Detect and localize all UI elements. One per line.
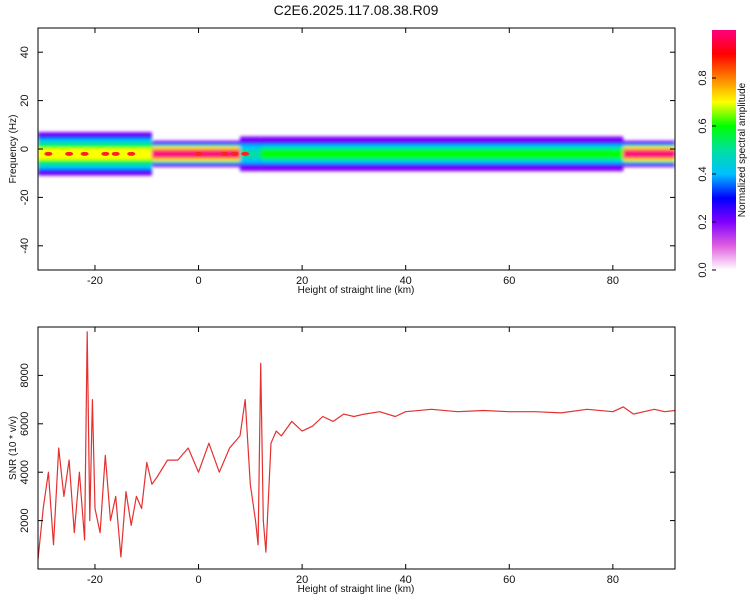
spectrogram-y-tick-label: -20 (19, 189, 31, 205)
snr-y-tick-label: 2000 (19, 508, 31, 532)
band-hot-spot (111, 151, 120, 156)
spectrogram-y-axis-label: Frequency (Hz) (8, 115, 19, 184)
colorbar-tick-label: 0.0 (697, 262, 709, 277)
band-contour (38, 148, 152, 160)
band-hot-spot (220, 151, 229, 156)
spectrogram-plot-frame (37, 27, 676, 271)
snr-x-tick-label: -20 (87, 574, 103, 586)
spectral-band (38, 132, 675, 176)
snr-axis-ticks: -20 0 20 40 60 80 2000 4000 6000 8000 (19, 327, 675, 586)
snr-x-tick-label: 0 (195, 574, 201, 586)
snr-series-line (38, 331, 675, 560)
spectrogram-y-tick-label: -40 (19, 238, 31, 254)
spectrogram-x-tick-label: 60 (503, 275, 515, 287)
spectrogram-x-tick-label: 0 (195, 275, 201, 287)
spectrogram-x-tick-label: 40 (400, 275, 412, 287)
snr-x-tick-label: 80 (607, 574, 619, 586)
spectral-band-body (38, 132, 675, 176)
snr-y-tick-label: 4000 (19, 460, 31, 484)
snr-line-layer (38, 331, 675, 560)
spectrogram-y-tick-label: 20 (19, 94, 31, 106)
band-hot-spot (101, 151, 110, 156)
colorbar-tick-label: 0.2 (697, 214, 709, 229)
spectrogram-y-tick-label: 40 (19, 46, 31, 58)
band-contour (260, 149, 624, 159)
snr-plot-frame (37, 326, 676, 570)
colorbar-label: Normalized spectral amplitude (737, 82, 748, 217)
colorbar-tick-label: 0.8 (697, 70, 709, 85)
colorbar-tick-label: 0.6 (697, 118, 709, 133)
band-hot-spot (65, 151, 74, 156)
snr-y-tick-label: 6000 (19, 412, 31, 436)
spectrogram-x-tick-label: 20 (296, 275, 308, 287)
spectrogram-y-tick-label: 0 (19, 146, 31, 152)
spectrogram-x-tick-label: -20 (87, 275, 103, 287)
snr-x-tick-label: 40 (400, 574, 412, 586)
band-contour (239, 149, 261, 159)
snr-x-tick-label: 60 (503, 574, 515, 586)
colorbar-ticks: 0.0 0.2 0.4 0.6 0.8 (697, 70, 716, 278)
band-hot-spot (127, 151, 136, 156)
spectrogram-x-axis-label: Height of straight line (km) (298, 285, 415, 296)
spectrogram-panel: -20 0 20 40 60 80 40 20 0 -20 -40 Height of straig… (8, 27, 676, 296)
snr-x-tick-label: 20 (296, 574, 308, 586)
band-hot-spot (241, 151, 250, 156)
colorbar-gradient (712, 30, 736, 270)
spectrogram-axis-ticks: -20 0 20 40 60 80 40 20 0 -20 -40 (19, 28, 675, 287)
band-hot-spot (194, 151, 203, 156)
snr-x-axis-label: Height of straight line (km) (298, 584, 415, 595)
snr-panel: -20 0 20 40 60 80 2000 4000 6000 8000 Height of s… (8, 326, 676, 595)
band-hot-spot (44, 151, 53, 156)
band-contour (623, 150, 675, 158)
band-hot-spot (230, 151, 239, 156)
spectrogram-x-tick-label: 80 (607, 275, 619, 287)
colorbar: 0.0 0.2 0.4 0.6 0.8 Normalized spectral ampl… (697, 30, 748, 278)
chart-title: C2E6.2025.117.08.38.R09 (274, 2, 439, 18)
colorbar-tick-label: 0.4 (697, 166, 709, 181)
snr-y-tick-label: 8000 (19, 363, 31, 387)
band-hot-spot (80, 151, 89, 156)
snr-y-axis-label: SNR (10 * v/v) (8, 416, 19, 480)
